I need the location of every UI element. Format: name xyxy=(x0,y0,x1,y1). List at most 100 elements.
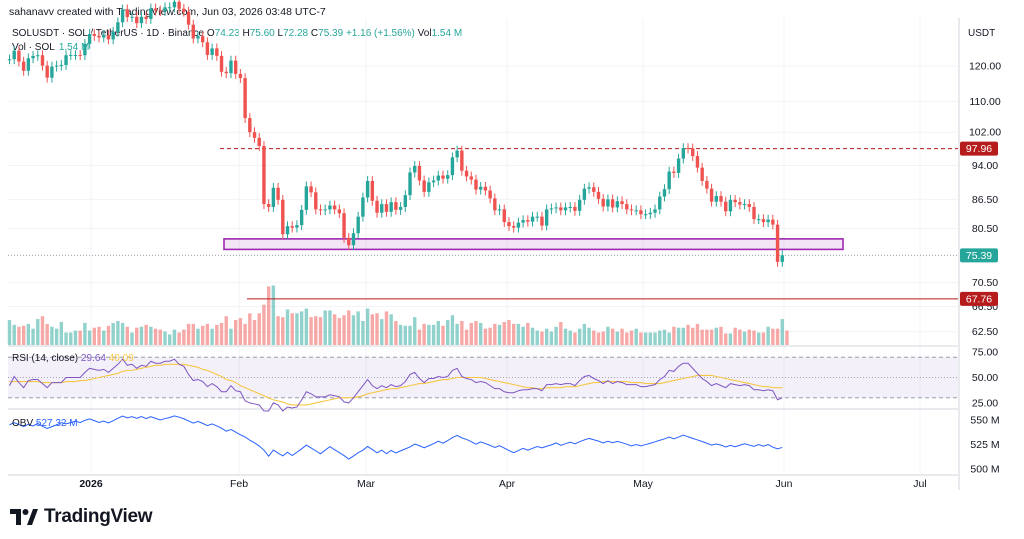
candle-body xyxy=(771,219,775,225)
candle-body xyxy=(587,187,591,189)
volume-bar xyxy=(83,322,87,345)
candle-body xyxy=(625,204,629,210)
candle-body xyxy=(469,176,473,180)
candle-body xyxy=(365,180,370,198)
volume-bar xyxy=(413,317,417,345)
volume-series-name[interactable]: Vol · SOL xyxy=(12,42,55,53)
candle-body xyxy=(144,16,148,19)
volume-bar xyxy=(271,285,276,345)
close-label: C xyxy=(310,28,319,39)
volume-bar xyxy=(606,326,610,345)
candle-body xyxy=(497,209,502,211)
candle-body xyxy=(54,65,59,67)
volume-bar xyxy=(186,323,191,345)
candle-body xyxy=(521,220,525,223)
volume-bar xyxy=(323,310,327,345)
price-tag-label: 75.39 xyxy=(966,250,992,262)
candle-body xyxy=(450,157,455,176)
volume-bar xyxy=(229,328,233,345)
volume-bar xyxy=(601,331,605,345)
volume-bar xyxy=(460,321,464,345)
tradingview-logo-icon xyxy=(10,509,38,525)
candle-body xyxy=(64,55,68,65)
time-tick-label: Jul xyxy=(913,478,926,490)
volume-bar xyxy=(276,316,280,345)
candle-body xyxy=(549,208,554,210)
obv-label[interactable]: OBV xyxy=(12,418,34,429)
price-tag-75.39 xyxy=(960,248,998,263)
candle-body xyxy=(686,148,690,150)
volume-bar xyxy=(182,329,186,345)
volume-bar xyxy=(351,315,356,345)
rsi-ma-line xyxy=(9,363,783,406)
volume-bar xyxy=(469,322,473,345)
volume-legend[interactable]: Vol · SOL 1.54 M xyxy=(12,42,89,53)
rsi-legend[interactable]: RSI (14, close) 29.64 40.09 xyxy=(12,353,134,364)
currency-label[interactable]: USDT xyxy=(968,28,996,39)
volume-bar xyxy=(309,317,313,345)
candle-body xyxy=(120,9,125,23)
candle-body xyxy=(342,213,346,238)
candle-body xyxy=(672,171,676,173)
obv-tick-label: 500 M xyxy=(970,464,999,476)
candle-body xyxy=(577,199,582,211)
candle-body xyxy=(691,148,695,157)
candle-body xyxy=(111,31,115,40)
volume-bar xyxy=(526,322,530,345)
candle-body xyxy=(384,204,389,212)
candle-body xyxy=(276,187,280,200)
candle-body xyxy=(7,59,12,61)
candle-body xyxy=(78,54,82,56)
price-tag-label: 97.96 xyxy=(966,143,992,155)
candle-body xyxy=(337,209,342,214)
candle-body xyxy=(648,212,653,215)
volume-bar xyxy=(238,318,243,345)
candle-body xyxy=(182,8,186,12)
candle-body xyxy=(719,196,723,202)
candle-body xyxy=(757,219,761,221)
time-tick-label: 2026 xyxy=(79,478,103,490)
volume-bar xyxy=(380,319,384,345)
price-axis[interactable]: 120.00110.00102.0094.0086.5080.5070.5066… xyxy=(960,60,1001,476)
volume-bar xyxy=(676,327,681,345)
volume-bar xyxy=(785,330,789,345)
volume-bar xyxy=(158,329,162,345)
candle-body xyxy=(639,210,643,215)
candle-body xyxy=(224,71,228,74)
volume-bar xyxy=(21,325,26,345)
candle-body xyxy=(314,192,318,210)
volume-bar xyxy=(714,327,718,345)
candle-body xyxy=(285,226,290,235)
candle-body xyxy=(780,255,784,262)
volume-bar xyxy=(728,333,733,345)
rsi-label[interactable]: RSI (14, close) xyxy=(12,353,79,364)
rsi-value: 29.64 xyxy=(80,353,106,364)
volume-bar xyxy=(26,323,31,345)
time-tick-label: Feb xyxy=(230,478,248,490)
volume-bar xyxy=(262,304,266,345)
volume-bar xyxy=(587,327,591,345)
tradingview-logo[interactable]: TradingView xyxy=(10,506,153,528)
candle-body xyxy=(323,209,327,211)
obv-legend[interactable]: OBV 527.32 M xyxy=(12,418,78,429)
volume-bar xyxy=(266,286,271,345)
price-tick-label: 120.00 xyxy=(969,60,1001,72)
candle-body xyxy=(50,66,54,78)
volume-bar xyxy=(549,331,554,345)
horizontal-lines[interactable] xyxy=(8,148,958,300)
volume-bar xyxy=(761,332,766,345)
volume-bar xyxy=(681,327,686,345)
volume-bar xyxy=(295,313,299,345)
candle-body xyxy=(163,7,167,12)
volume-bar xyxy=(455,323,459,345)
volume-bar xyxy=(639,332,643,345)
time-tick-label: Jun xyxy=(776,478,793,490)
time-axis[interactable]: 2026 Feb Mar Apr May Jun Jul xyxy=(79,478,926,490)
volume-bar xyxy=(347,310,351,345)
volume-bar xyxy=(431,324,436,345)
candle-body xyxy=(172,1,177,8)
low-label: L xyxy=(277,28,284,39)
time-tick-label: May xyxy=(633,478,654,490)
candle-body xyxy=(210,48,214,55)
